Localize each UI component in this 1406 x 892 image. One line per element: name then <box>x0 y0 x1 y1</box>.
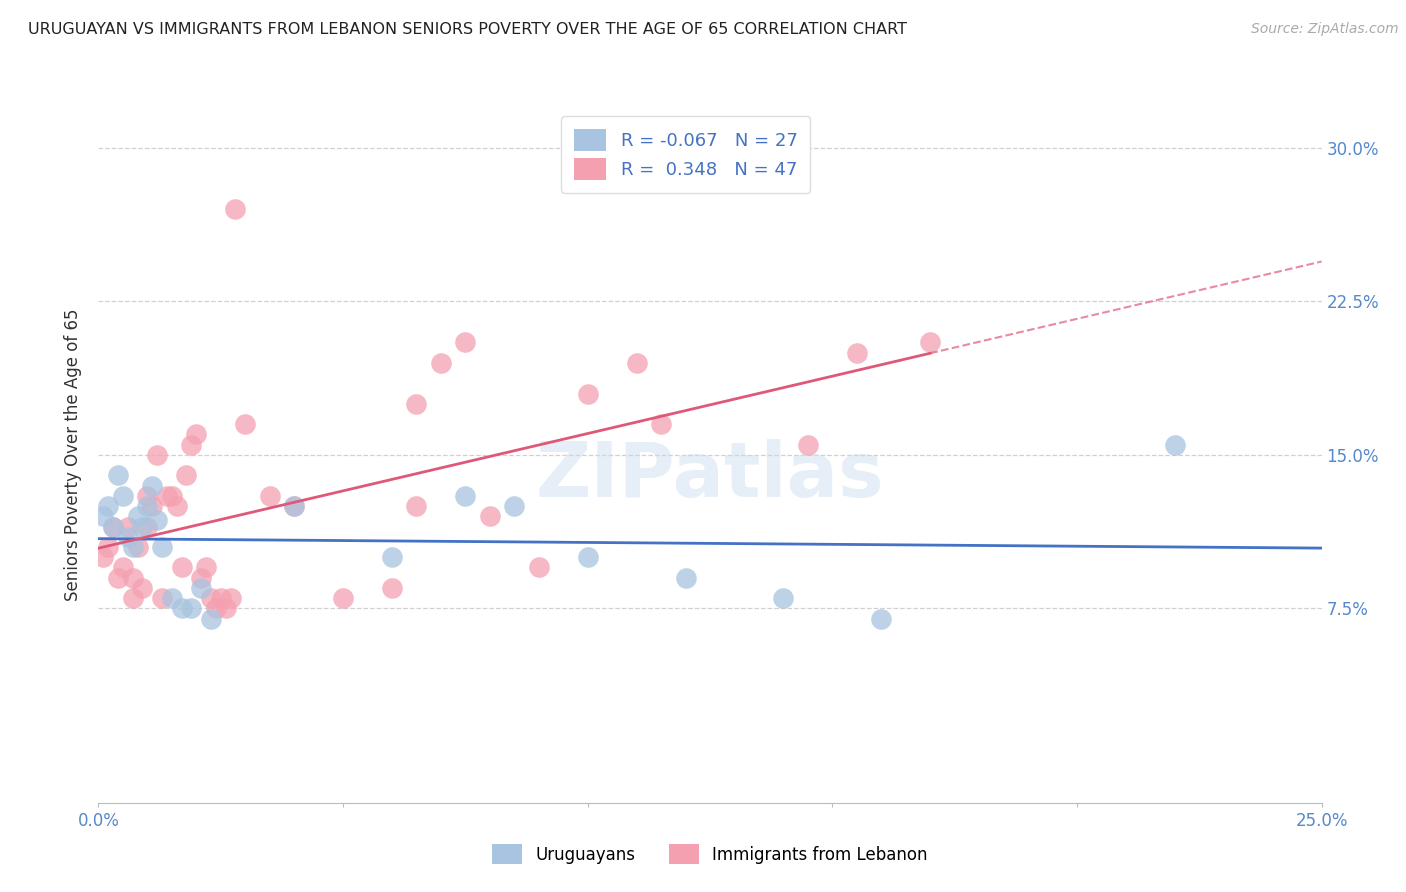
Point <box>576 550 599 565</box>
Point <box>121 591 143 606</box>
Point <box>219 591 242 606</box>
Point <box>381 550 404 565</box>
Point <box>283 499 305 513</box>
Point <box>101 519 124 533</box>
Point <box>650 417 672 432</box>
Point <box>101 519 124 533</box>
Point <box>156 489 179 503</box>
Legend: Uruguayans, Immigrants from Lebanon: Uruguayans, Immigrants from Lebanon <box>485 838 935 871</box>
Point <box>626 356 648 370</box>
Point <box>117 519 139 533</box>
Point <box>91 509 114 524</box>
Point <box>117 530 139 544</box>
Point <box>772 591 794 606</box>
Point <box>141 499 163 513</box>
Point <box>870 612 893 626</box>
Point <box>332 591 354 606</box>
Point <box>576 386 599 401</box>
Point <box>478 509 501 524</box>
Point <box>111 560 134 574</box>
Point <box>107 571 129 585</box>
Point <box>195 560 218 574</box>
Point <box>160 489 183 503</box>
Point <box>200 591 222 606</box>
Point <box>190 581 212 595</box>
Point <box>381 581 404 595</box>
Point <box>131 519 153 533</box>
Point <box>214 601 236 615</box>
Point <box>797 438 820 452</box>
Point <box>146 448 169 462</box>
Point <box>141 478 163 492</box>
Point <box>283 499 305 513</box>
Point <box>180 601 202 615</box>
Point <box>127 509 149 524</box>
Point <box>111 489 134 503</box>
Point <box>150 540 173 554</box>
Point <box>166 499 188 513</box>
Point <box>430 356 453 370</box>
Point <box>170 560 193 574</box>
Point <box>920 335 942 350</box>
Point <box>503 499 526 513</box>
Point <box>259 489 281 503</box>
Point <box>160 591 183 606</box>
Point <box>186 427 208 442</box>
Point <box>170 601 193 615</box>
Point <box>180 438 202 452</box>
Point <box>146 513 169 527</box>
Point <box>1164 438 1187 452</box>
Point <box>845 345 868 359</box>
Y-axis label: Seniors Poverty Over the Age of 65: Seniors Poverty Over the Age of 65 <box>65 309 83 601</box>
Point <box>405 397 427 411</box>
Point <box>107 468 129 483</box>
Text: Source: ZipAtlas.com: Source: ZipAtlas.com <box>1251 22 1399 37</box>
Point <box>121 571 143 585</box>
Point <box>205 601 228 615</box>
Point <box>527 560 550 574</box>
Point <box>200 612 222 626</box>
Point <box>233 417 256 432</box>
Point <box>176 468 198 483</box>
Point <box>121 540 143 554</box>
Point <box>91 550 114 565</box>
Text: URUGUAYAN VS IMMIGRANTS FROM LEBANON SENIORS POVERTY OVER THE AGE OF 65 CORRELAT: URUGUAYAN VS IMMIGRANTS FROM LEBANON SEN… <box>28 22 907 37</box>
Point <box>136 499 159 513</box>
Point <box>454 335 477 350</box>
Text: ZIPatlas: ZIPatlas <box>536 439 884 513</box>
Point <box>190 571 212 585</box>
Point <box>675 571 697 585</box>
Point <box>405 499 427 513</box>
Point <box>136 519 159 533</box>
Point <box>97 499 120 513</box>
Point <box>136 489 159 503</box>
Point <box>131 581 153 595</box>
Point <box>97 540 120 554</box>
Point <box>127 540 149 554</box>
Point <box>150 591 173 606</box>
Point <box>454 489 477 503</box>
Point <box>209 591 232 606</box>
Point <box>224 202 246 217</box>
